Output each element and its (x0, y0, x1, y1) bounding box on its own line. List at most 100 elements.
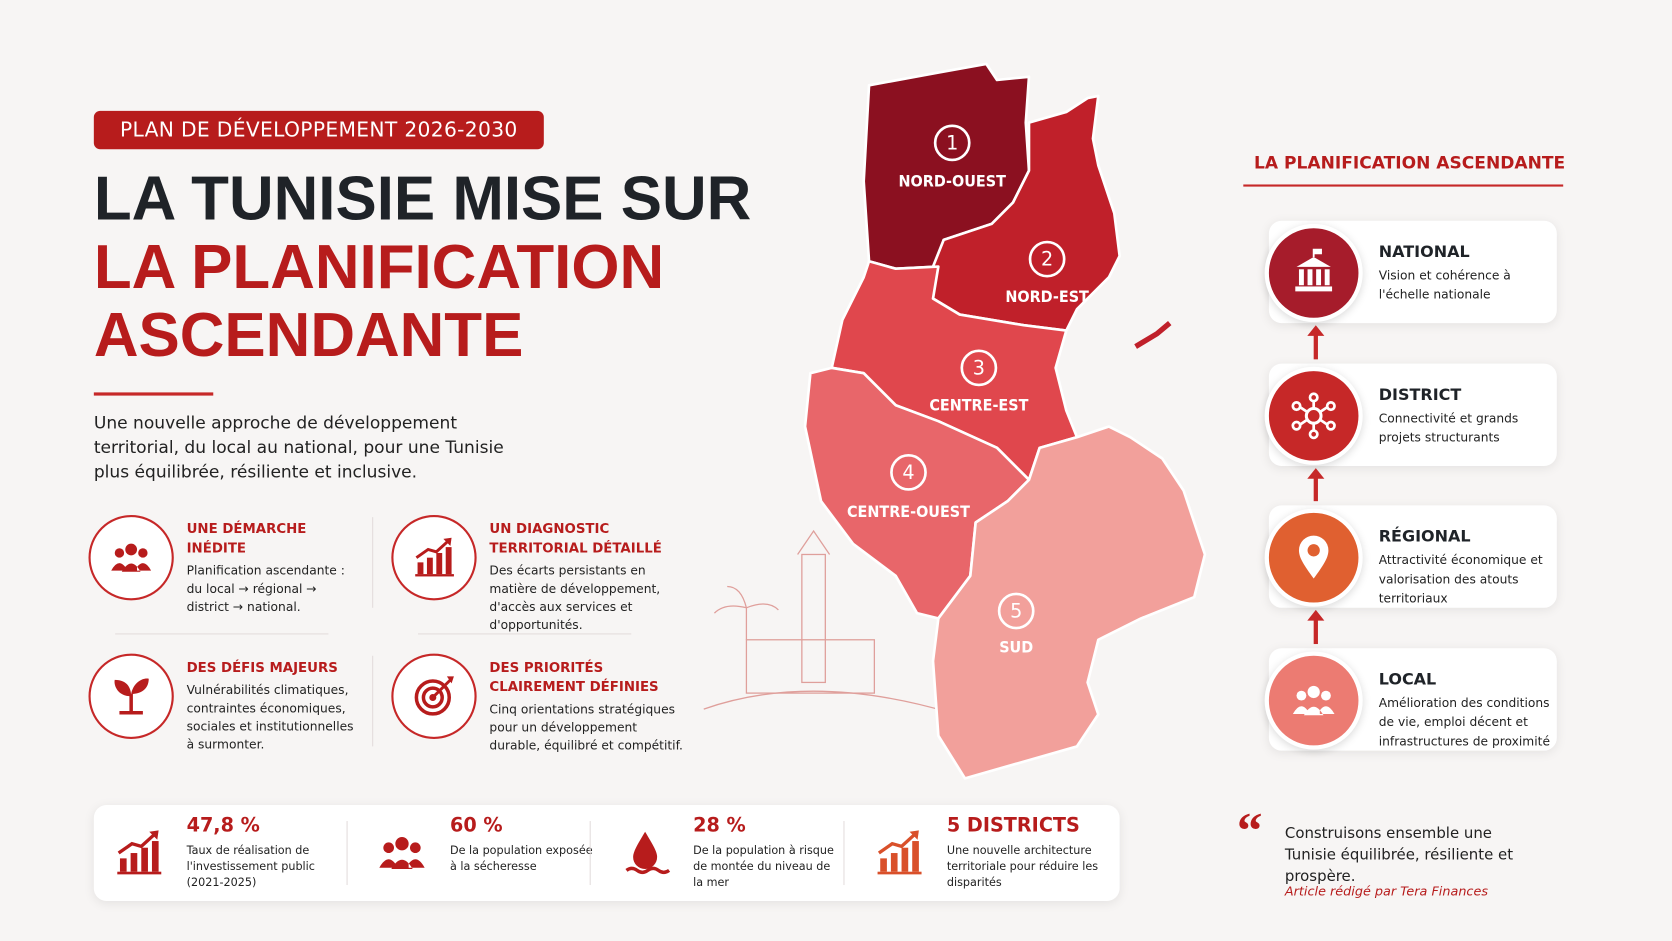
feature-icon (391, 515, 477, 601)
level-name: NATIONAL (1378, 242, 1470, 262)
level-text: Connectivité et grands projets structura… (1378, 410, 1519, 445)
icon-shape (446, 676, 454, 684)
icon (625, 831, 671, 875)
region-number-ring (997, 592, 1035, 630)
stat-text: Une nouvelle architecture territoriale p… (946, 844, 1099, 890)
region-number-ring (933, 124, 971, 162)
feature-title: DES PRIORITÉS CLAIREMENT DÉFINIES (489, 658, 659, 695)
icon-shape (417, 562, 424, 575)
building (745, 639, 876, 694)
icon-shape (1308, 429, 1319, 440)
icon-shape (1307, 269, 1313, 286)
palm (713, 585, 779, 640)
stat-text: Taux de réalisation de l'investissement … (186, 844, 315, 890)
ladder-underline (1243, 184, 1564, 187)
level: DISTRICT Connectivité et grands projets s… (1379, 385, 1555, 447)
level-name: RÉGIONAL (1378, 526, 1471, 546)
region-labels: 1 NORD-OUEST 2 NORD-EST 3 CENTRE-EST 4 CENTRE-O… (847, 124, 1089, 657)
level: LOCAL Amélioration des conditions de vie,… (1379, 670, 1555, 751)
hill (703, 690, 950, 713)
region-number-ring (1028, 240, 1066, 278)
icon-shape (1291, 420, 1302, 431)
icon-shape (114, 678, 149, 697)
map: 1 NORD-OUEST 2 NORD-EST 3 CENTRE-EST 4 CENTRE-O… (703, 62, 1207, 780)
icon-shape (141, 847, 148, 872)
icon-shape (1325, 420, 1336, 431)
icon-shape (379, 859, 425, 870)
icon-shape (1321, 690, 1331, 701)
stats-bar (93, 805, 1120, 902)
feature-title: UN DIAGNOSTIC TERRITORIAL DÉTAILLÉ (489, 520, 662, 556)
icon-shape (445, 547, 452, 575)
divider (372, 517, 374, 608)
icon (1298, 535, 1329, 579)
region-number-ring (890, 453, 927, 491)
stat-text: De la population exposée à la sécheresse (449, 844, 593, 874)
icon-shape (1307, 544, 1320, 557)
region-number: 2 (1041, 248, 1053, 271)
arrow-shaft (1313, 331, 1318, 360)
level-name: DISTRICT (1378, 384, 1462, 405)
icon-shape (119, 858, 127, 872)
icon-shape (1296, 690, 1307, 701)
level-text: Vision et cohérence à l'échelle national… (1378, 267, 1511, 302)
level-icon (1264, 651, 1363, 750)
icon-shape (1291, 392, 1336, 440)
icon-shape (431, 678, 452, 699)
icon (877, 830, 922, 875)
title-line: ASCENDANTE (93, 300, 524, 371)
region-number: 4 (902, 461, 914, 484)
icon-shape (1291, 401, 1302, 412)
feature: DES PRIORITÉS CLAIREMENT DÉFINIES Cinq or… (489, 658, 686, 755)
icon-shape (415, 538, 451, 559)
icon (1291, 392, 1336, 440)
level-text: Amélioration des conditions de vie, empl… (1378, 695, 1551, 749)
minaret (801, 553, 826, 684)
icon-shape (912, 841, 919, 872)
divider (372, 655, 374, 747)
icon-shape (890, 853, 898, 872)
icon-shape (117, 831, 158, 855)
feature-title: UNE DÉMARCHE INÉDITE (186, 520, 307, 556)
icon (114, 678, 149, 715)
icon (415, 537, 454, 577)
icon (111, 543, 152, 572)
icon-shape (877, 871, 922, 875)
region-name: SUD (999, 638, 1033, 657)
island (1134, 321, 1172, 349)
icon-shape (909, 830, 919, 840)
divider (589, 821, 591, 886)
icon-shape (1325, 401, 1336, 412)
feature-title: DES DÉFIS MAJEURS (186, 658, 338, 675)
feature-text: Planification ascendante : du local → ré… (186, 563, 345, 615)
stat: 60 % De la population exposée à la sécher… (450, 815, 594, 876)
icon-shape (395, 837, 409, 851)
feature-text: Des écarts persistants en matière de dév… (489, 563, 661, 633)
icon-shape (138, 548, 148, 558)
divider (115, 633, 329, 635)
region-shape (931, 425, 1207, 780)
region-shape (931, 94, 1121, 332)
icon-shape (149, 830, 159, 840)
stat-value: 47,8 % (186, 814, 260, 838)
feature: UNE DÉMARCHE INÉDITE Planification ascend… (187, 519, 358, 616)
feature-text: Cinq orientations stratégiques pour un d… (489, 701, 683, 753)
level-icon (1264, 366, 1363, 465)
arrow-head (1307, 325, 1325, 336)
icon-shape (1316, 269, 1322, 286)
icon-shape (1292, 706, 1335, 716)
stat: 28 % De la population à risque de montée … (693, 815, 837, 892)
credit: Article rédigé par Tera Finances (1284, 883, 1489, 899)
icon-shape (151, 841, 159, 872)
arrow-head (1307, 468, 1325, 479)
icon-shape (1307, 685, 1320, 699)
icon (1292, 685, 1335, 716)
region-name: CENTRE-EST (929, 396, 1028, 415)
icon-shape (625, 866, 671, 875)
icon-shape (117, 871, 162, 875)
level-icon (1264, 508, 1363, 607)
arrow-shaft (1313, 616, 1318, 645)
